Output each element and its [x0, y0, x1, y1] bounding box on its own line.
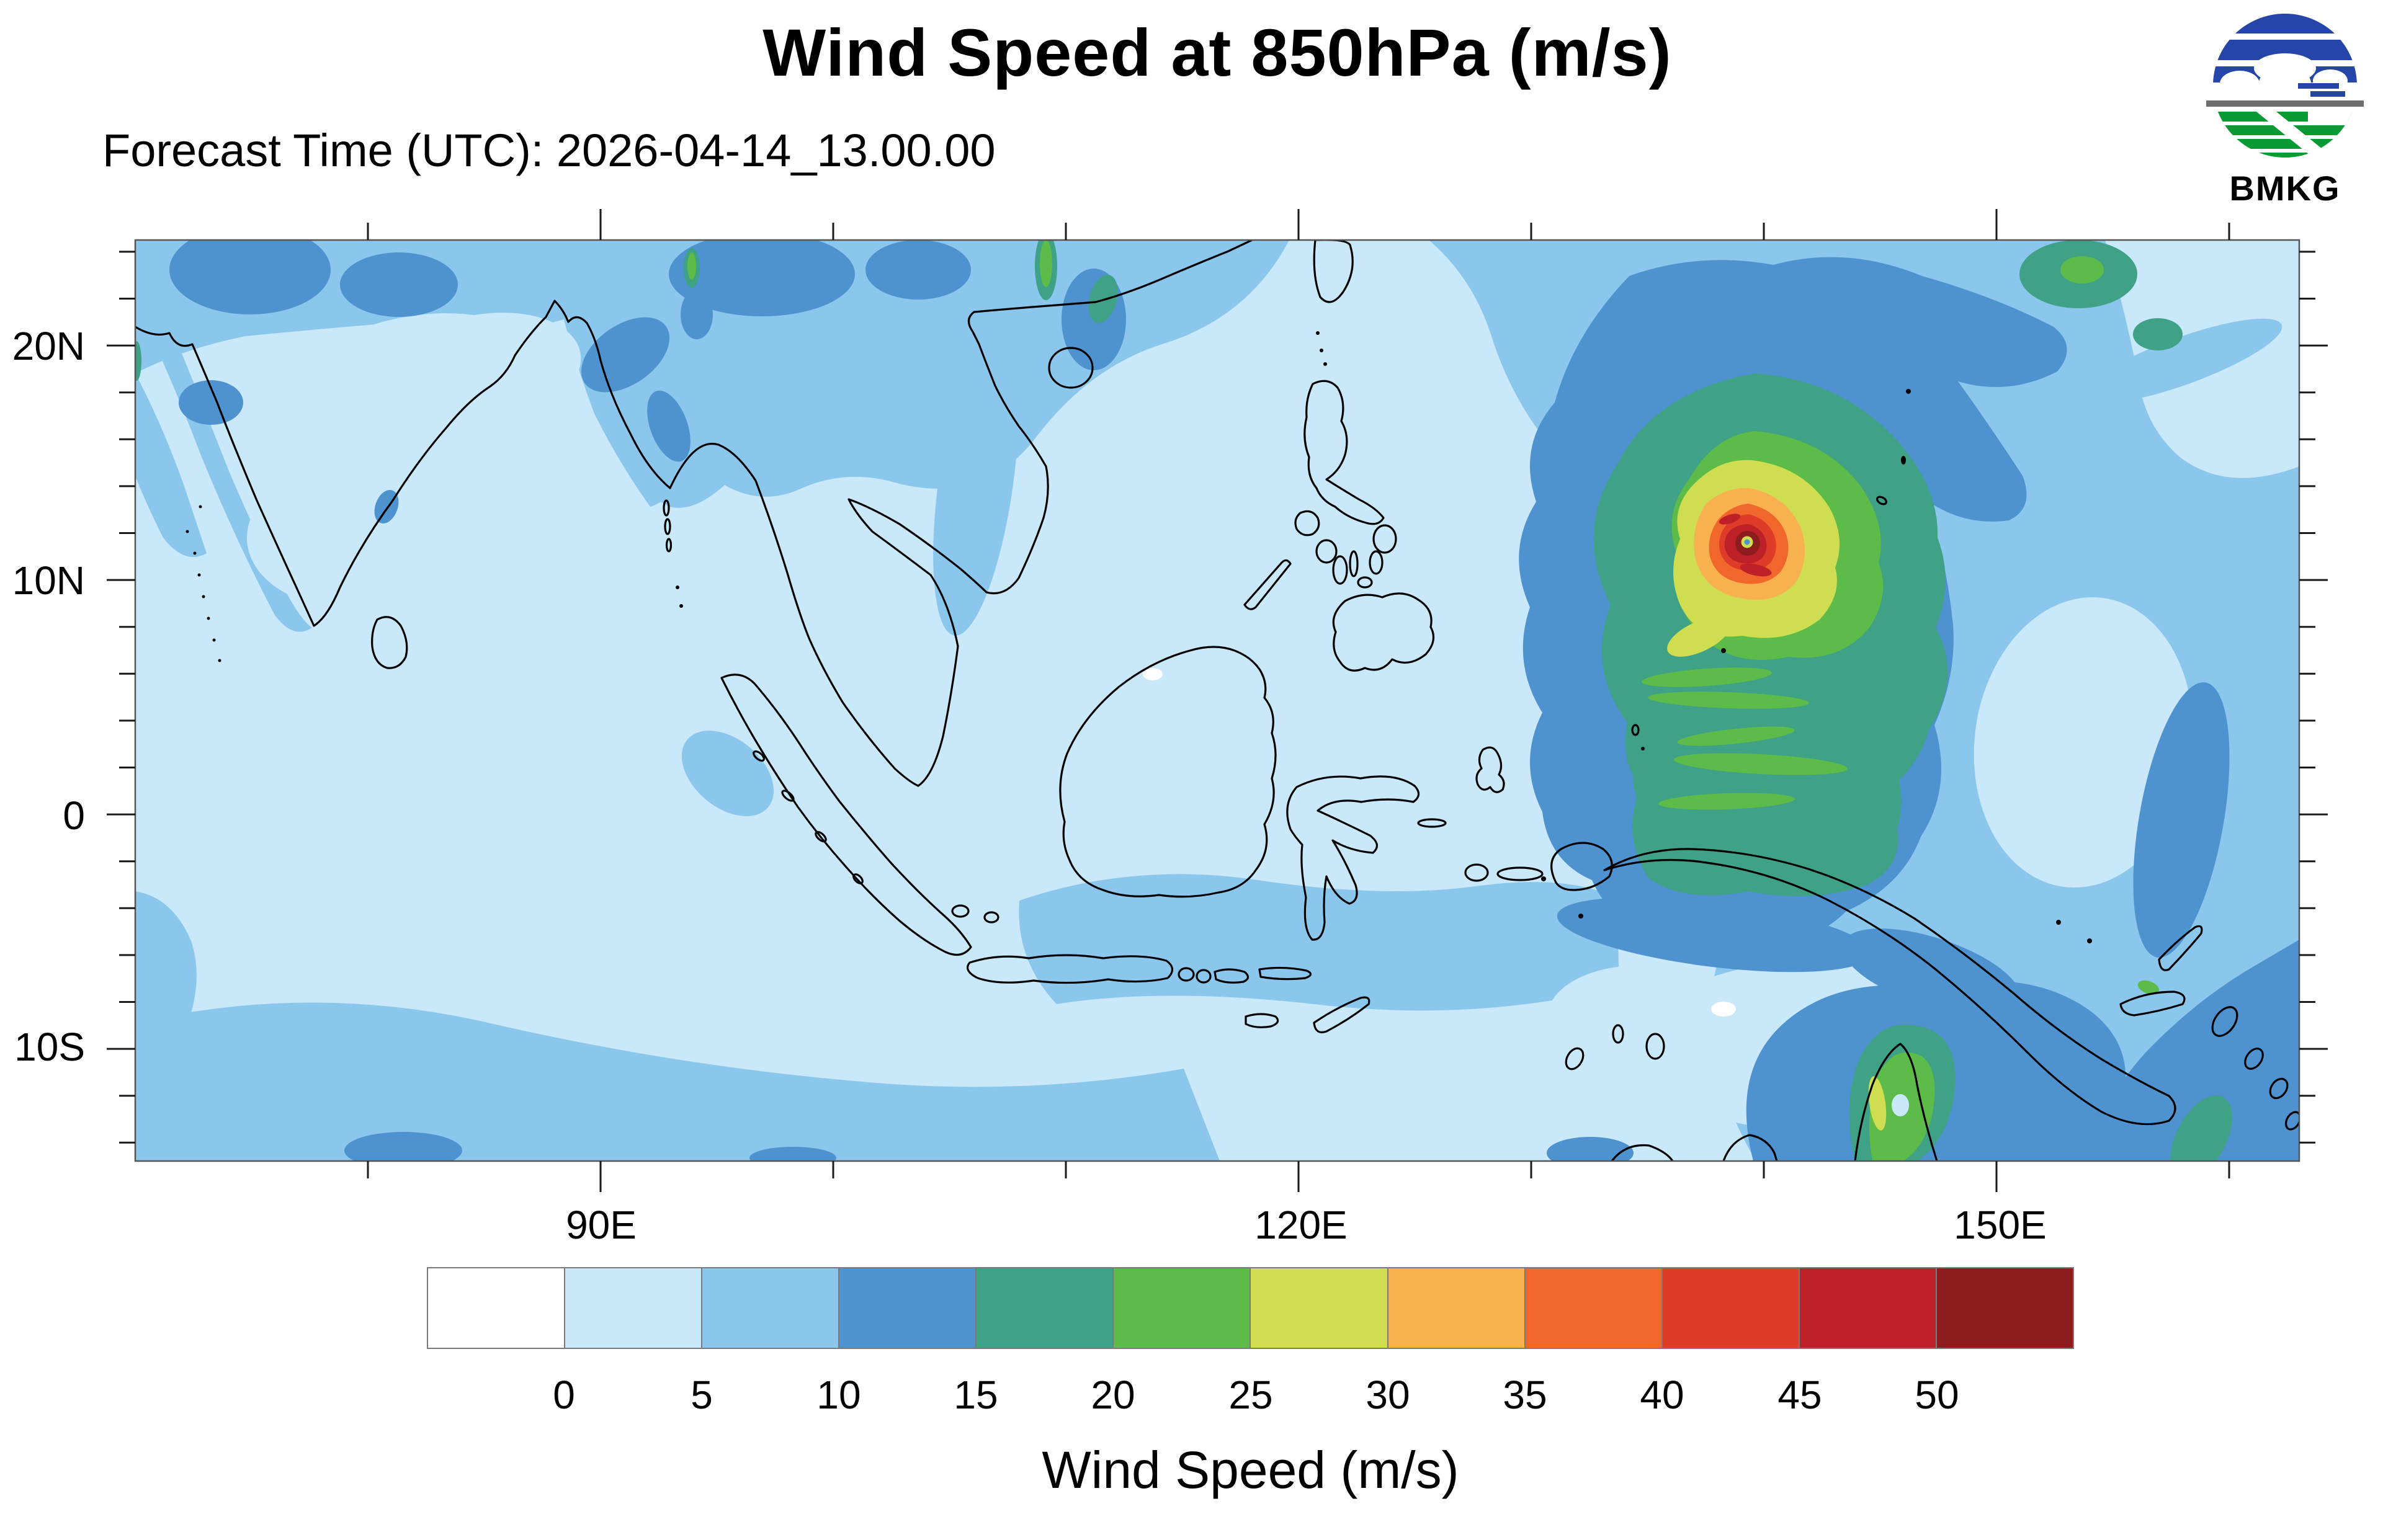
colorbar-tick-0: 0	[553, 1373, 575, 1417]
lat-label-10s: 10S	[14, 1025, 85, 1069]
colorbar-tick-30: 30	[1366, 1373, 1410, 1417]
page-title: Wind Speed at 850hPa (m/s)	[762, 15, 1672, 90]
colorbar-tick-20: 20	[1091, 1373, 1135, 1417]
colorbar-cell	[1251, 1268, 1388, 1348]
colorbar-cell	[565, 1268, 703, 1348]
colorbar-cell	[1662, 1268, 1800, 1348]
wind-map	[107, 209, 2328, 1192]
forecast-time-label: Forecast Time (UTC): 2026-04-14_13.00.00	[102, 125, 996, 176]
colorbar-cell	[428, 1268, 566, 1348]
lat-label-0: 0	[63, 793, 85, 838]
lon-label-150e: 150E	[1954, 1203, 2047, 1247]
colorbar-caption: Wind Speed (m/s)	[1042, 1441, 1459, 1499]
colorbar-tick-45: 45	[1777, 1373, 1822, 1417]
coastlines	[135, 240, 2299, 1161]
colorbar-tick-15: 15	[954, 1373, 998, 1417]
bmkg-logo-icon	[2206, 14, 2364, 158]
axis-ticks	[107, 209, 2328, 1192]
colorbar-cell	[702, 1268, 840, 1348]
wind-field-layer	[135, 240, 2299, 1161]
colorbar-tick-50: 50	[1915, 1373, 1959, 1417]
bmkg-logo-text: BMKG	[2229, 169, 2341, 208]
colorbar	[427, 1267, 2074, 1349]
colorbar-tick-25: 25	[1228, 1373, 1273, 1417]
colorbar-tick-5: 5	[691, 1373, 713, 1417]
lat-label-10n: 10N	[12, 558, 85, 603]
bmkg-logo: BMKG	[2204, 9, 2366, 208]
colorbar-tick-35: 35	[1503, 1373, 1547, 1417]
colorbar-tick-40: 40	[1640, 1373, 1684, 1417]
lon-label-90e: 90E	[566, 1203, 637, 1247]
colorbar-cell	[1114, 1268, 1251, 1348]
colorbar-cell	[1799, 1268, 1937, 1348]
lon-label-120e: 120E	[1254, 1203, 1348, 1247]
colorbar-cell	[839, 1268, 977, 1348]
island-specks	[186, 331, 2092, 943]
colorbar-cell	[1388, 1268, 1526, 1348]
colorbar-cell	[1525, 1268, 1663, 1348]
colorbar-cell	[1936, 1268, 2073, 1348]
map-frame	[134, 239, 2300, 1162]
lat-label-20n: 20N	[12, 324, 85, 368]
colorbar-cell	[977, 1268, 1114, 1348]
colorbar-tick-10: 10	[816, 1373, 861, 1417]
